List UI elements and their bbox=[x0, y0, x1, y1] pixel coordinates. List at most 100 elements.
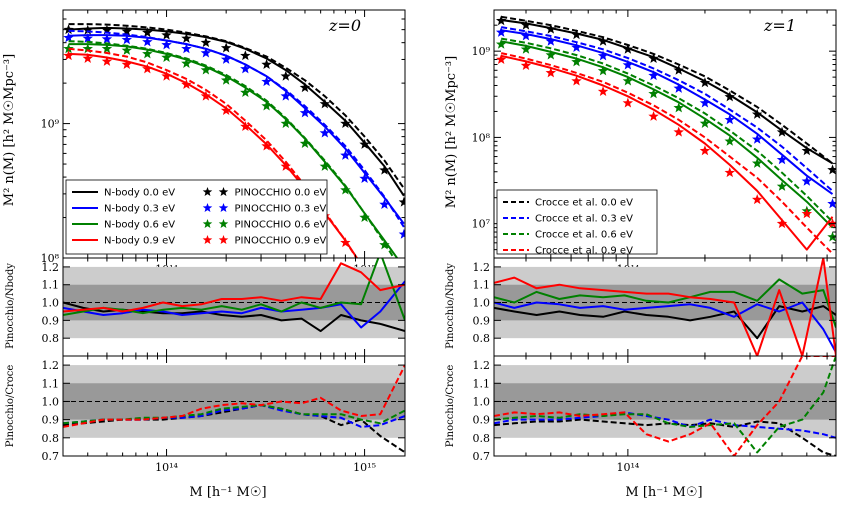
data-point bbox=[597, 35, 609, 46]
legend: Crocce et al. 0.0 eV Crocce et al. 0.3 eV… bbox=[496, 189, 658, 257]
series-croce-0-3-ev bbox=[68, 29, 405, 228]
data-point bbox=[398, 196, 405, 207]
y-tick-label: 1.0 bbox=[42, 297, 60, 310]
data-point bbox=[597, 86, 609, 97]
data-point bbox=[101, 55, 113, 66]
data-point bbox=[161, 39, 172, 50]
series-0-6-ev bbox=[494, 356, 836, 454]
data-point bbox=[299, 138, 311, 149]
data-point bbox=[200, 64, 212, 75]
data-point bbox=[571, 29, 582, 40]
plot-area-right-pinocchio-croce bbox=[494, 356, 836, 456]
panel-left-pinocchio-croce: 0.7 0.8 0.9 1.0 1.1 1.2 10¹⁴ 10¹⁵ bbox=[42, 355, 406, 474]
panel-right-pinocchio-croce: 0.7 0.8 0.9 1.0 1.1 1.2 10¹⁴ bbox=[473, 355, 837, 474]
y-tick-label: 1.2 bbox=[473, 261, 491, 274]
data-point bbox=[220, 74, 232, 85]
y-tick-label: 0.7 bbox=[42, 450, 60, 463]
data-point bbox=[495, 15, 507, 26]
data-point bbox=[142, 63, 153, 74]
y-tick-label: 1.2 bbox=[42, 261, 60, 274]
series-0-3-ev bbox=[494, 301, 836, 353]
axes-frame bbox=[62, 355, 406, 457]
data-point bbox=[319, 127, 331, 138]
series-n-body-0-3-ev bbox=[68, 34, 405, 225]
legend-marker bbox=[218, 235, 229, 245]
data-point bbox=[220, 53, 232, 64]
legend-label: N-body 0.9 eV bbox=[104, 236, 175, 247]
series-0-3-ev bbox=[494, 411, 836, 439]
data-point bbox=[801, 208, 813, 219]
data-point bbox=[751, 133, 763, 144]
data-point bbox=[673, 82, 684, 93]
series-pinocchio-0-3-ev bbox=[63, 32, 405, 239]
data-point bbox=[319, 160, 331, 171]
data-point bbox=[673, 64, 684, 75]
series-croce-0-9-ev bbox=[68, 47, 358, 258]
data-point bbox=[121, 59, 133, 69]
left-x-axis-label: M [h⁻¹ M☉] bbox=[189, 485, 266, 500]
data-point bbox=[82, 24, 93, 35]
y-tick-label: 1.0 bbox=[42, 395, 60, 408]
series-crocce-et-al-0-0-ev bbox=[501, 15, 834, 165]
data-point bbox=[776, 180, 788, 191]
data-point bbox=[161, 29, 172, 40]
data-point bbox=[63, 32, 74, 43]
data-point bbox=[398, 228, 405, 239]
panel-left-pinocchio-nbody: 0.8 0.9 1.0 1.1 1.2 bbox=[42, 257, 406, 357]
data-point bbox=[648, 88, 659, 99]
data-point bbox=[622, 75, 634, 86]
legend-marker bbox=[218, 219, 229, 229]
data-point bbox=[142, 48, 153, 59]
left-ratio-nbody-label: Pinocchio/Nbody bbox=[5, 263, 16, 349]
data-point bbox=[699, 97, 711, 108]
data-point bbox=[299, 107, 311, 118]
data-point bbox=[142, 27, 153, 38]
data-point bbox=[340, 149, 351, 160]
data-point bbox=[571, 75, 582, 86]
data-point bbox=[63, 43, 74, 54]
legend-box bbox=[496, 189, 658, 255]
data-point bbox=[359, 173, 370, 183]
y-tick-label: 1.2 bbox=[42, 359, 60, 372]
data-point bbox=[827, 198, 836, 209]
data-point bbox=[571, 56, 582, 67]
right-ratio-croce-label: Pinocchio/Croce bbox=[445, 365, 456, 448]
data-point bbox=[495, 26, 507, 37]
right-ratio-nbody-label: Pinocchio/Nbody bbox=[445, 263, 456, 349]
data-point bbox=[82, 32, 93, 43]
series-0-9-ev bbox=[494, 356, 836, 456]
data-point bbox=[776, 218, 788, 229]
y-tick-label: 0.9 bbox=[473, 314, 491, 327]
data-point bbox=[520, 19, 532, 30]
y-tick-label: 1.0 bbox=[473, 395, 491, 408]
legend-label: Crocce et al. 0.3 eV bbox=[535, 214, 633, 225]
data-point bbox=[699, 77, 711, 88]
data-point bbox=[751, 108, 763, 119]
panel-right-pinocchio-nbody: 0.8 0.9 1.0 1.1 1.2 bbox=[473, 257, 837, 357]
legend-marker bbox=[218, 187, 229, 197]
data-point bbox=[240, 87, 251, 98]
x-tick-label: 10¹⁴ bbox=[155, 461, 178, 474]
legend-marker bbox=[202, 187, 213, 197]
data-point bbox=[261, 140, 272, 151]
plot-area-right-pinocchio-nbody bbox=[494, 258, 836, 356]
y-tick-label: 10⁹ bbox=[472, 45, 491, 58]
data-point bbox=[200, 47, 212, 58]
data-point bbox=[319, 98, 331, 109]
data-point bbox=[181, 57, 192, 68]
data-point bbox=[280, 118, 291, 129]
data-point bbox=[101, 43, 113, 54]
y-tick-label: 0.9 bbox=[473, 414, 491, 427]
data-point bbox=[359, 138, 370, 149]
data-point bbox=[261, 76, 272, 87]
plot-area-left bbox=[63, 23, 405, 258]
data-point bbox=[571, 42, 582, 53]
data-point bbox=[673, 126, 684, 137]
data-point bbox=[827, 231, 836, 242]
right-y-axis-label: M² n(M) [h² M☉Mpc⁻³] bbox=[444, 56, 459, 208]
legend-label: Crocce et al. 0.6 eV bbox=[535, 230, 633, 241]
data-point bbox=[200, 37, 212, 48]
data-point bbox=[673, 102, 684, 113]
data-point bbox=[101, 24, 113, 35]
